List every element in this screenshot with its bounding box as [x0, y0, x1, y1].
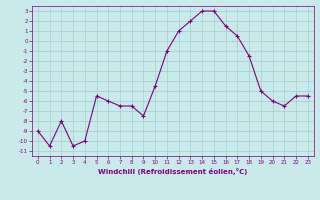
X-axis label: Windchill (Refroidissement éolien,°C): Windchill (Refroidissement éolien,°C) — [98, 168, 247, 175]
